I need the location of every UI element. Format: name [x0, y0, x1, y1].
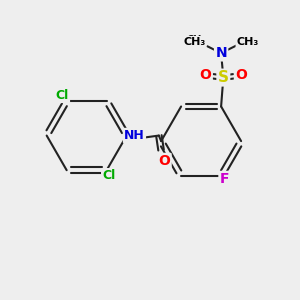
Text: CH₃: CH₃ [237, 37, 259, 47]
Text: F: F [220, 172, 229, 186]
Text: O: O [200, 68, 211, 83]
Text: O: O [158, 154, 170, 168]
Text: Cl: Cl [56, 89, 69, 102]
Text: NH: NH [124, 129, 145, 142]
Text: N: N [215, 46, 227, 60]
Text: Cl: Cl [102, 169, 116, 182]
Text: O: O [235, 68, 247, 83]
Text: S: S [218, 70, 229, 85]
Text: CH₃: CH₃ [187, 35, 206, 45]
Text: CH₃: CH₃ [183, 37, 206, 47]
